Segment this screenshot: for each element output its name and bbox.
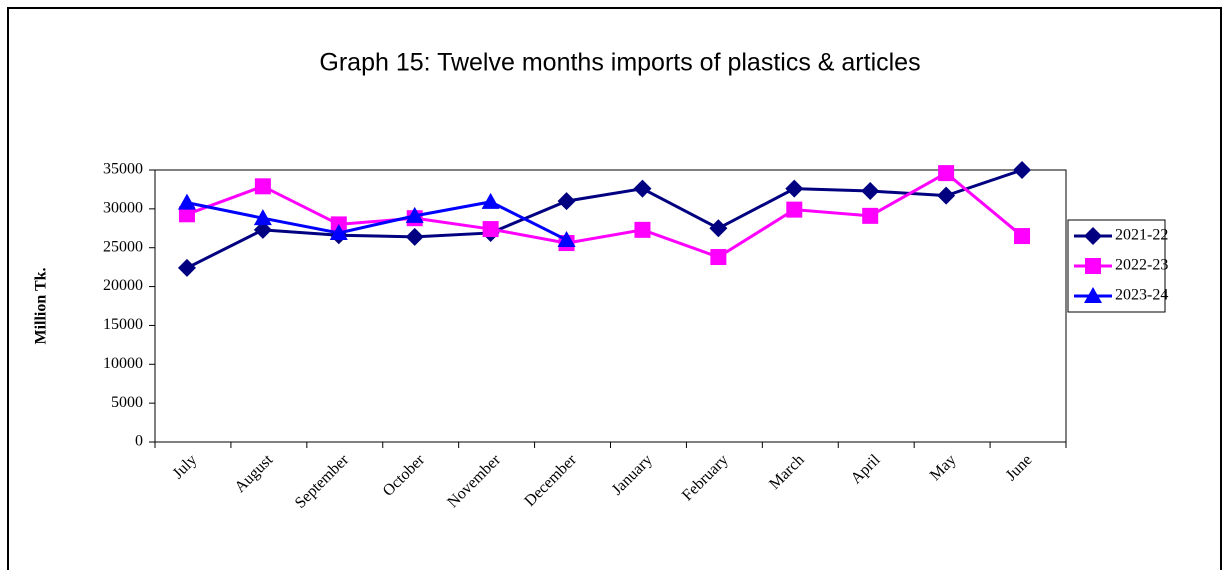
point xyxy=(253,220,272,239)
point xyxy=(482,221,499,238)
legend-label: 2021-22 xyxy=(1115,227,1168,244)
point xyxy=(557,192,576,211)
chart-title: Graph 15: Twelve months imports of plast… xyxy=(319,49,920,77)
point xyxy=(785,179,804,198)
point xyxy=(557,230,576,247)
legend-marker xyxy=(1084,227,1102,245)
y-tick-label: 15000 xyxy=(103,316,143,333)
series-line xyxy=(186,168,1023,270)
point xyxy=(405,227,424,246)
point xyxy=(938,165,955,182)
point xyxy=(710,249,727,266)
point xyxy=(633,179,652,198)
y-tick-label: 0 xyxy=(135,433,143,450)
point xyxy=(862,207,879,224)
series-line xyxy=(186,200,568,242)
point xyxy=(481,192,500,209)
point xyxy=(177,258,196,277)
y-tick-label: 30000 xyxy=(103,200,143,217)
point xyxy=(1013,161,1032,179)
y-tick-label: 10000 xyxy=(103,355,143,372)
point xyxy=(177,193,196,210)
point xyxy=(937,186,956,205)
y-tick-label: 5000 xyxy=(111,394,143,411)
point xyxy=(1014,228,1031,245)
legend-label: 2023-24 xyxy=(1115,287,1168,304)
y-axis-label: Million Tk. xyxy=(33,267,50,344)
point xyxy=(861,181,880,200)
point xyxy=(634,221,651,238)
y-tick-label: 20000 xyxy=(103,277,143,294)
point xyxy=(329,223,348,240)
legend-marker xyxy=(1084,287,1102,303)
point xyxy=(178,206,195,223)
point xyxy=(253,209,272,226)
point xyxy=(405,206,424,223)
series-line xyxy=(186,171,1023,259)
point xyxy=(254,178,271,195)
point xyxy=(786,201,803,218)
chart-frame xyxy=(7,7,1222,570)
y-tick-label: 25000 xyxy=(103,238,143,255)
legend-marker xyxy=(1085,258,1101,274)
legend-label: 2022-23 xyxy=(1115,257,1168,274)
point xyxy=(709,219,728,238)
y-tick-label: 35000 xyxy=(103,161,143,178)
